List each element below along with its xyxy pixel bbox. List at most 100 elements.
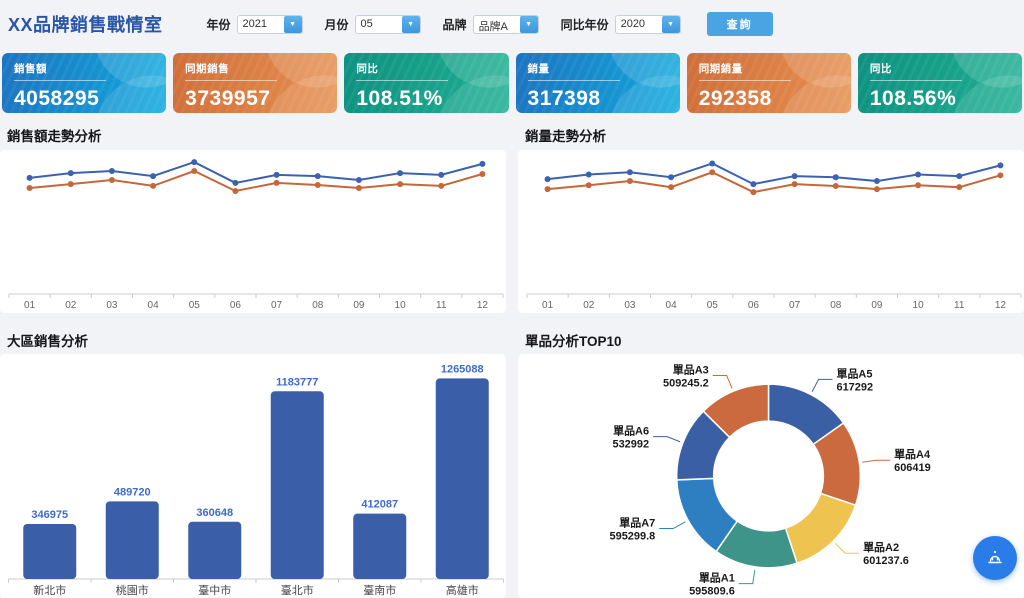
brand-select-value: 品牌A: [478, 20, 508, 33]
kpi-card-volume: 銷量 317398: [515, 53, 680, 113]
svg-text:單品A5: 單品A5: [836, 367, 872, 380]
year-select[interactable]: 2021 ▼: [236, 14, 303, 34]
svg-text:08: 08: [312, 300, 324, 311]
chevron-down-icon[interactable]: ▼: [519, 15, 538, 33]
kpi-label: 銷售額: [14, 63, 47, 75]
svg-text:12: 12: [995, 300, 1007, 311]
kpi-divider: [185, 80, 278, 81]
svg-text:412087: 412087: [361, 499, 398, 511]
svg-text:臺中市: 臺中市: [198, 583, 231, 597]
svg-text:02: 02: [583, 300, 595, 311]
svg-text:09: 09: [353, 300, 365, 311]
kpi-card-sales-yoy: 同比 108.51%: [344, 53, 509, 113]
svg-text:04: 04: [666, 300, 678, 311]
kpi-divider: [527, 80, 620, 81]
svg-text:1183777: 1183777: [276, 376, 318, 388]
svg-text:臺南市: 臺南市: [363, 583, 396, 597]
svg-text:01: 01: [542, 300, 554, 311]
kpi-label: 同比: [869, 63, 892, 75]
kpi-label: 同期銷售: [185, 63, 230, 75]
service-robot-icon: [988, 550, 1002, 564]
page-title: XX品牌銷售戰情室: [8, 15, 163, 35]
filter-yoy-year-label: 同比年份: [560, 17, 609, 32]
sales-trend-panel: 01 02 03 04 05 06 07 08 09 10 11 12: [0, 150, 506, 313]
kpi-value: 317398: [527, 87, 601, 110]
chevron-down-icon[interactable]: ▼: [661, 15, 680, 33]
svg-text:12: 12: [477, 300, 489, 311]
svg-text:11: 11: [954, 300, 965, 311]
sales-trend-line-chart: 01 02 03 04 05 06 07 08 09 10 11 12: [8, 159, 504, 311]
svg-text:桃園市: 桃園市: [116, 583, 149, 597]
kpi-card-volume-yoy: 同比 108.56%: [857, 53, 1023, 113]
top-products-title: 單品分析TOP10: [525, 334, 622, 349]
month-select-value: 05: [360, 17, 373, 30]
svg-text:532992: 532992: [612, 439, 649, 451]
kpi-card-prev-volume: 同期銷量 292358: [686, 53, 851, 113]
svg-text:08: 08: [830, 300, 842, 311]
kpi-row: 銷售額 4058295 同期銷售 3739957 同比 108.51% 銷量 3…: [0, 48, 1024, 113]
query-button[interactable]: 查詢: [706, 12, 773, 36]
svg-text:346975: 346975: [31, 509, 68, 521]
filter-brand-label: 品牌: [442, 17, 467, 32]
svg-text:489720: 489720: [114, 486, 151, 498]
svg-text:10: 10: [395, 300, 407, 311]
svg-text:595809.6: 595809.6: [689, 586, 735, 598]
svg-text:單品A3: 單品A3: [673, 364, 709, 377]
svg-text:05: 05: [189, 300, 201, 311]
kpi-value: 4058295: [14, 87, 100, 110]
svg-text:臺北市: 臺北市: [281, 583, 314, 597]
filter-year: 年份 2021 ▼: [207, 14, 303, 34]
svg-text:07: 07: [271, 300, 283, 311]
kpi-divider: [356, 80, 449, 81]
filter-yoy-year: 同比年份 2020 ▼: [560, 14, 681, 34]
svg-text:10: 10: [913, 300, 925, 311]
month-select[interactable]: 05 ▼: [354, 14, 421, 34]
svg-text:1265088: 1265088: [441, 363, 484, 375]
volume-trend-title: 銷量走勢分析: [525, 129, 606, 144]
svg-text:509245.2: 509245.2: [663, 378, 709, 390]
svg-text:單品A7: 單品A7: [619, 517, 655, 530]
svg-text:11: 11: [436, 300, 447, 311]
svg-text:606419: 606419: [894, 462, 931, 474]
kpi-divider: [698, 80, 791, 81]
header: XX品牌銷售戰情室 年份 2021 ▼ 月份 05 ▼ 品牌 品牌A ▼ 同比年…: [0, 0, 1024, 48]
svg-text:617292: 617292: [836, 381, 873, 393]
svg-text:03: 03: [106, 300, 118, 311]
yoy-year-select-value: 2020: [620, 17, 646, 30]
filter-month-label: 月份: [324, 17, 349, 32]
filter-month: 月份 05 ▼: [324, 14, 421, 34]
svg-text:新北市: 新北市: [33, 583, 66, 597]
filter-bar: 年份 2021 ▼ 月份 05 ▼ 品牌 品牌A ▼ 同比年份 2020 ▼: [207, 14, 681, 34]
brand-select[interactable]: 品牌A ▼: [472, 14, 539, 34]
kpi-card-prev-sales: 同期銷售 3739957: [173, 53, 338, 113]
svg-text:單品A4: 單品A4: [894, 448, 931, 461]
svg-text:高雄市: 高雄市: [446, 583, 479, 597]
svg-text:03: 03: [624, 300, 636, 311]
svg-text:595299.8: 595299.8: [610, 530, 656, 542]
yoy-year-select[interactable]: 2020 ▼: [614, 14, 681, 34]
svg-text:單品A1: 單品A1: [699, 572, 735, 585]
chevron-down-icon[interactable]: ▼: [401, 15, 420, 33]
region-sales-panel: 346975 新北市 489720 桃園市 360648 臺中市 1183777 臺北市 412…: [0, 354, 506, 598]
volume-trend-panel: 01 02 03 04 05 06 07 08 09 10 11 12: [518, 150, 1024, 313]
chevron-down-icon[interactable]: ▼: [283, 15, 302, 33]
svg-text:07: 07: [789, 300, 801, 311]
svg-text:05: 05: [707, 300, 719, 311]
region-sales-bar-chart: 346975 新北市 489720 桃園市 360648 臺中市 1183777 臺北市 412…: [8, 363, 504, 597]
kpi-label: 銷量: [527, 63, 550, 75]
kpi-value: 108.56%: [869, 87, 957, 110]
filter-brand: 品牌 品牌A ▼: [442, 14, 539, 34]
svg-text:06: 06: [748, 300, 760, 311]
region-sales-title: 大區銷售分析: [7, 334, 88, 349]
assistant-fab-button[interactable]: [973, 536, 1017, 580]
kpi-divider: [869, 80, 962, 81]
volume-trend-line-chart: 01 02 03 04 05 06 07 08 09 10 11 12: [526, 160, 1022, 311]
kpi-label: 同比: [356, 63, 379, 75]
svg-text:09: 09: [871, 300, 883, 311]
svg-text:360648: 360648: [196, 507, 233, 519]
kpi-card-sales: 銷售額 4058295: [2, 53, 167, 113]
year-select-value: 2021: [242, 17, 268, 30]
svg-text:601237.6: 601237.6: [863, 555, 909, 567]
kpi-value: 292358: [698, 87, 772, 110]
